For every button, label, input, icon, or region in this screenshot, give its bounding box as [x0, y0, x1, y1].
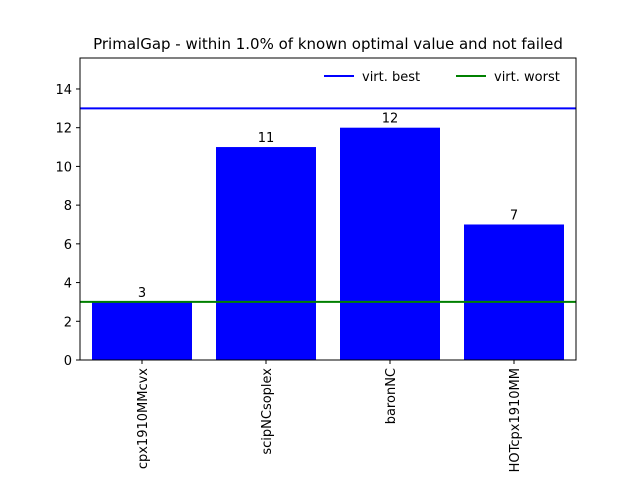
- bar-scipNCsoplex: [216, 147, 316, 360]
- bar-labels-group: 3 11 12 7: [138, 112, 518, 301]
- x-tick-label: scipNCsoplex: [260, 368, 275, 455]
- x-tick-label: cpx1910MMcvx: [136, 368, 151, 469]
- x-axis: cpx1910MMcvx scipNCsoplex baronNC HOTcpx191…: [136, 360, 523, 472]
- reference-lines-group: [80, 107, 576, 303]
- bar-value-label: 7: [510, 208, 518, 223]
- bar-HOTcpx1910MM: [464, 224, 564, 360]
- y-tick-label: 0: [64, 354, 72, 369]
- y-tick-label: 8: [64, 199, 72, 214]
- bar-value-label: 11: [258, 131, 275, 146]
- y-tick-label: 12: [55, 122, 72, 137]
- legend-label: virt. worst: [494, 70, 560, 85]
- chart-title: PrimalGap - within 1.0% of known optimal…: [93, 35, 563, 53]
- y-tick-label: 14: [55, 83, 72, 98]
- bars-group: [92, 127, 564, 360]
- x-tick-label: HOTcpx1910MM: [508, 368, 523, 472]
- y-tick-label: 6: [64, 238, 72, 253]
- y-tick-label: 4: [64, 277, 72, 292]
- legend-label: virt. best: [362, 70, 420, 85]
- bar-value-label: 3: [138, 286, 146, 301]
- y-tick-label: 2: [64, 315, 72, 330]
- x-tick-label: baronNC: [384, 368, 399, 424]
- y-tick-label: 10: [55, 160, 72, 175]
- legend: virt. best virt. worst: [324, 70, 560, 85]
- plot-area-frame: [79, 57, 577, 361]
- y-axis: 0 2 4 6 8 10 12 14: [55, 83, 80, 369]
- bar-value-label: 12: [382, 112, 399, 127]
- bar-baronNC: [340, 127, 440, 360]
- bar-cpx1910MMcvx: [92, 301, 192, 360]
